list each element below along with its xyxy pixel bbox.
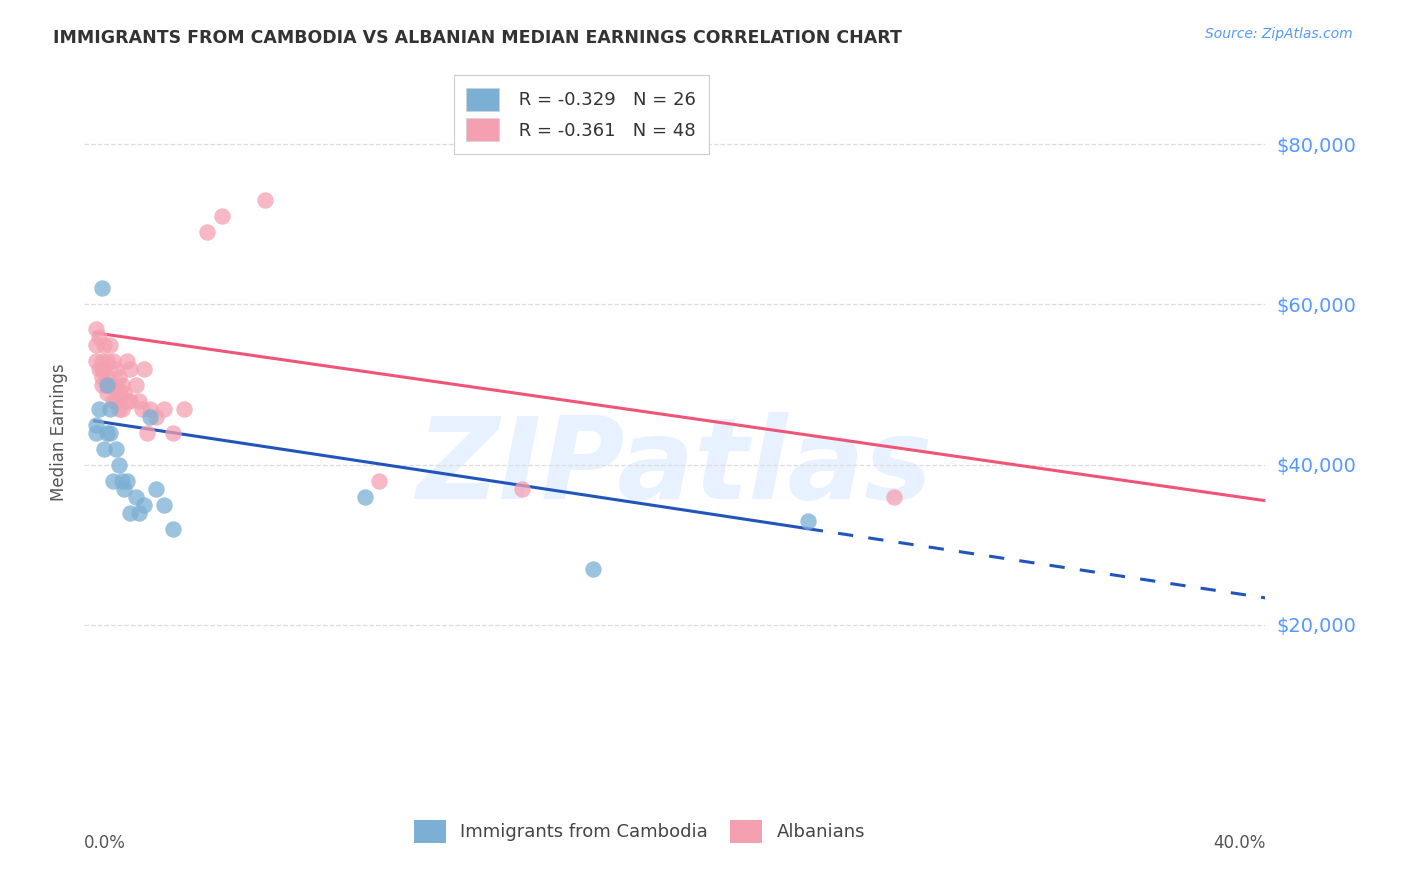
Point xyxy=(120,393,142,408)
Point xyxy=(883,490,905,504)
Point xyxy=(145,482,167,496)
Point xyxy=(125,490,148,504)
Point xyxy=(104,361,127,376)
Point xyxy=(84,337,107,351)
Point xyxy=(112,385,135,400)
Point xyxy=(84,425,107,440)
Point xyxy=(84,321,107,335)
Point xyxy=(96,377,118,392)
Point xyxy=(84,353,107,368)
Text: 0.0%: 0.0% xyxy=(84,834,127,852)
Point xyxy=(510,482,533,496)
Point xyxy=(104,442,127,456)
Point xyxy=(90,353,112,368)
Point xyxy=(90,281,112,295)
Point xyxy=(110,474,132,488)
Point xyxy=(84,417,107,432)
Point xyxy=(87,361,110,376)
Point xyxy=(367,474,389,488)
Point xyxy=(101,393,124,408)
Point xyxy=(107,369,129,384)
Point xyxy=(120,361,142,376)
Point xyxy=(104,393,127,408)
Point xyxy=(101,353,124,368)
Point xyxy=(117,474,139,488)
Point xyxy=(195,226,218,240)
Point xyxy=(96,377,118,392)
Point xyxy=(153,401,176,416)
Point xyxy=(253,194,276,208)
Point xyxy=(153,498,176,512)
Point xyxy=(120,506,142,520)
Point xyxy=(90,361,112,376)
Point xyxy=(162,425,184,440)
Point xyxy=(134,361,156,376)
Point xyxy=(87,401,110,416)
Point xyxy=(110,401,132,416)
Point xyxy=(134,498,156,512)
Point xyxy=(145,409,167,424)
Point xyxy=(93,337,115,351)
Point xyxy=(128,506,150,520)
Point xyxy=(98,425,121,440)
Point xyxy=(96,369,118,384)
Point xyxy=(96,385,118,400)
Point xyxy=(128,393,150,408)
Point xyxy=(101,474,124,488)
Point xyxy=(107,385,129,400)
Point xyxy=(104,377,127,392)
Point xyxy=(93,361,115,376)
Text: 40.0%: 40.0% xyxy=(1213,834,1265,852)
Point xyxy=(93,442,115,456)
Point xyxy=(136,425,159,440)
Legend: Immigrants from Cambodia, Albanians: Immigrants from Cambodia, Albanians xyxy=(406,813,873,850)
Point xyxy=(107,401,129,416)
Point xyxy=(173,401,195,416)
Point xyxy=(117,353,139,368)
Point xyxy=(107,458,129,472)
Point xyxy=(125,377,148,392)
Point xyxy=(96,425,118,440)
Point xyxy=(98,401,121,416)
Point xyxy=(87,329,110,343)
Y-axis label: Median Earnings: Median Earnings xyxy=(51,364,69,501)
Point xyxy=(90,377,112,392)
Point xyxy=(131,401,153,416)
Point xyxy=(162,522,184,536)
Point xyxy=(797,514,820,528)
Point xyxy=(98,377,121,392)
Point xyxy=(110,377,132,392)
Point xyxy=(96,353,118,368)
Text: Source: ZipAtlas.com: Source: ZipAtlas.com xyxy=(1205,27,1353,41)
Point xyxy=(117,393,139,408)
Point xyxy=(353,490,375,504)
Point xyxy=(139,401,162,416)
Point xyxy=(98,337,121,351)
Text: ZIPatlas: ZIPatlas xyxy=(416,412,934,524)
Point xyxy=(112,482,135,496)
Point xyxy=(582,562,605,576)
Point xyxy=(211,210,233,224)
Text: IMMIGRANTS FROM CAMBODIA VS ALBANIAN MEDIAN EARNINGS CORRELATION CHART: IMMIGRANTS FROM CAMBODIA VS ALBANIAN MED… xyxy=(53,29,903,46)
Point xyxy=(139,409,162,424)
Point xyxy=(90,369,112,384)
